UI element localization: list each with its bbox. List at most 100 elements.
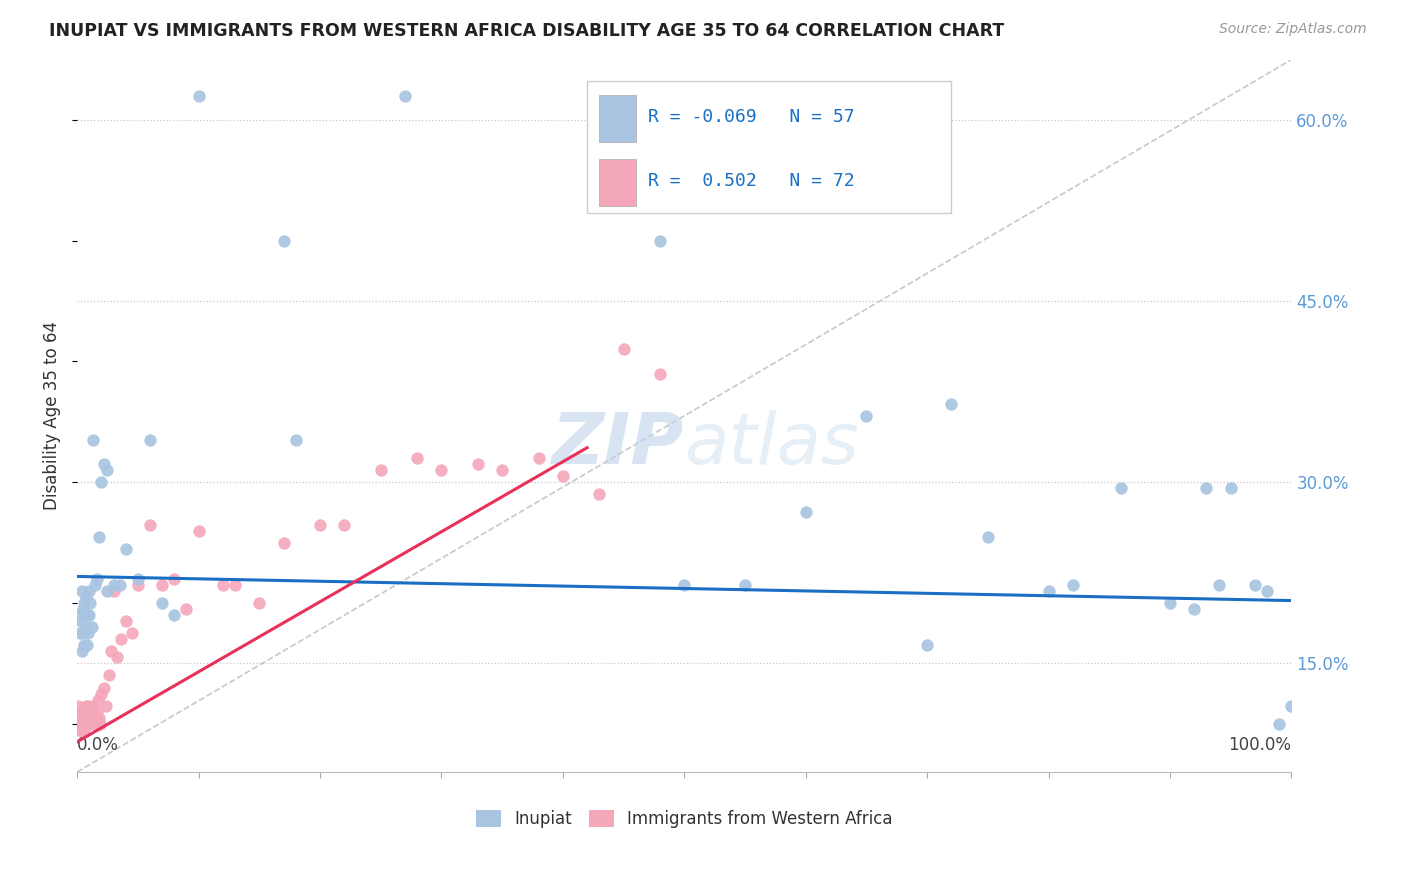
- Point: [73, 723, 96, 737]
- Point: [67, 698, 90, 713]
- Point: [83, 716, 105, 731]
- Point: [915, 638, 938, 652]
- Point: [309, 517, 332, 532]
- Point: [76, 711, 98, 725]
- Point: [247, 596, 270, 610]
- Point: [89, 716, 111, 731]
- Point: [93, 457, 115, 471]
- Point: [110, 632, 132, 647]
- Point: [150, 578, 173, 592]
- Point: [1219, 481, 1241, 495]
- Point: [67, 723, 90, 737]
- Point: [69, 716, 91, 731]
- Point: [70, 723, 93, 737]
- Text: ZIP: ZIP: [553, 409, 685, 479]
- Point: [100, 644, 122, 658]
- Point: [69, 705, 91, 719]
- Point: [80, 620, 103, 634]
- Point: [139, 433, 162, 447]
- Point: [273, 535, 295, 549]
- Point: [527, 451, 550, 466]
- Point: [114, 614, 136, 628]
- Legend: Inupiat, Immigrants from Western Africa: Inupiat, Immigrants from Western Africa: [470, 804, 900, 835]
- Point: [163, 572, 186, 586]
- Point: [673, 578, 696, 592]
- Point: [430, 463, 453, 477]
- Point: [941, 397, 963, 411]
- Point: [73, 716, 96, 731]
- Point: [370, 463, 392, 477]
- Point: [90, 687, 112, 701]
- Point: [1268, 716, 1291, 731]
- Point: [82, 698, 104, 713]
- Point: [79, 705, 101, 719]
- Text: R =  0.502   N = 72: R = 0.502 N = 72: [648, 172, 855, 190]
- Point: [67, 711, 90, 725]
- FancyBboxPatch shape: [599, 160, 636, 206]
- Point: [187, 88, 209, 103]
- Point: [187, 524, 209, 538]
- Point: [103, 583, 125, 598]
- Point: [211, 578, 233, 592]
- Point: [80, 711, 103, 725]
- Point: [76, 705, 98, 719]
- Point: [127, 572, 149, 586]
- Point: [491, 463, 513, 477]
- Point: [69, 711, 91, 725]
- Point: [551, 469, 574, 483]
- Point: [103, 578, 125, 592]
- Text: INUPIAT VS IMMIGRANTS FROM WESTERN AFRICA DISABILITY AGE 35 TO 64 CORRELATION CH: INUPIAT VS IMMIGRANTS FROM WESTERN AFRIC…: [49, 22, 1004, 40]
- Point: [1111, 481, 1133, 495]
- Point: [467, 457, 489, 471]
- Point: [72, 602, 94, 616]
- Point: [794, 505, 817, 519]
- Point: [75, 716, 97, 731]
- Point: [612, 343, 634, 357]
- Point: [1195, 481, 1218, 495]
- Point: [75, 620, 97, 634]
- Point: [75, 590, 97, 604]
- Point: [70, 711, 93, 725]
- Point: [69, 614, 91, 628]
- Point: [1182, 602, 1205, 616]
- Point: [76, 638, 98, 652]
- Point: [69, 711, 91, 725]
- Point: [72, 626, 94, 640]
- Point: [284, 433, 307, 447]
- Point: [90, 475, 112, 490]
- Point: [72, 723, 94, 737]
- Point: [69, 723, 91, 737]
- Point: [69, 716, 91, 731]
- Point: [855, 409, 877, 423]
- Point: [406, 451, 429, 466]
- Point: [1159, 596, 1181, 610]
- Point: [1281, 698, 1303, 713]
- Point: [1244, 578, 1267, 592]
- Point: [734, 578, 756, 592]
- Point: [87, 692, 110, 706]
- Point: [93, 681, 115, 695]
- Point: [163, 608, 186, 623]
- FancyBboxPatch shape: [599, 95, 636, 142]
- Point: [121, 626, 143, 640]
- Point: [87, 530, 110, 544]
- Point: [77, 626, 100, 640]
- Point: [77, 711, 100, 725]
- Point: [977, 530, 1000, 544]
- Point: [75, 698, 97, 713]
- Text: R = -0.069   N = 57: R = -0.069 N = 57: [648, 108, 855, 126]
- Point: [333, 517, 356, 532]
- Point: [97, 668, 120, 682]
- Point: [69, 705, 91, 719]
- Point: [70, 644, 93, 658]
- Point: [72, 705, 94, 719]
- Point: [69, 723, 91, 737]
- Point: [588, 487, 610, 501]
- Point: [1062, 578, 1084, 592]
- Point: [114, 541, 136, 556]
- Text: atlas: atlas: [685, 409, 859, 479]
- Point: [73, 638, 96, 652]
- Point: [76, 608, 98, 623]
- Point: [82, 433, 104, 447]
- Point: [70, 716, 93, 731]
